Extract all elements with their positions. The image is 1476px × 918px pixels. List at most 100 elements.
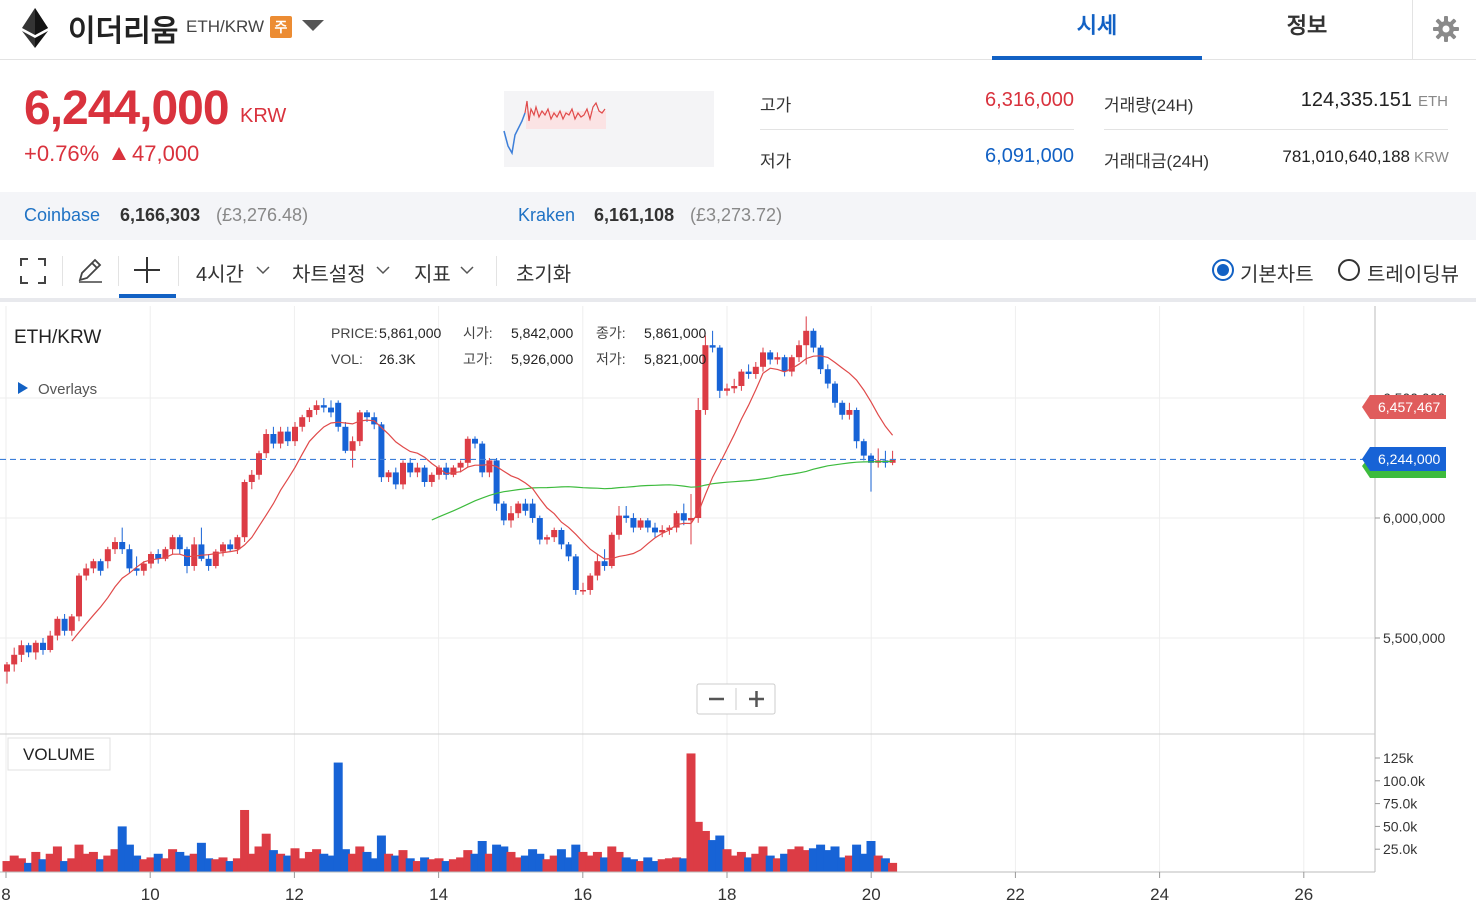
volume-bar: [38, 859, 48, 872]
price-tick-label: 6,000,000: [1383, 510, 1445, 526]
candle-body: [140, 563, 147, 571]
volume-bar: [686, 753, 696, 872]
time-tick-label: 8: [1, 885, 10, 904]
active-tool-indicator: [119, 294, 176, 298]
candle-body: [378, 424, 385, 478]
tab-info[interactable]: 정보: [1286, 13, 1328, 38]
volume-bar: [254, 846, 264, 872]
chart-symbol: ETH/KRW: [14, 327, 101, 348]
candle-body: [428, 474, 435, 482]
candle-body: [457, 462, 464, 468]
time-tick-label: 20: [862, 885, 881, 904]
volume-bar: [657, 859, 667, 872]
volume-value: 124,335.151: [1300, 89, 1412, 111]
pencil-icon[interactable]: [76, 256, 104, 284]
candle-body: [443, 467, 450, 475]
exchange-price: 6,161,108: [594, 205, 675, 225]
volume-bar: [81, 853, 91, 872]
candle-body: [277, 431, 284, 444]
trade-value: 781,010,640,188: [1282, 147, 1410, 166]
candle-body: [436, 467, 442, 475]
price-label: PRICE:: [331, 325, 378, 341]
candle-body: [342, 426, 349, 451]
volume-bar: [556, 849, 566, 872]
candle-body: [392, 472, 399, 485]
indicators-dropdown[interactable]: 지표: [414, 264, 451, 286]
tradingview-label[interactable]: 트레이딩뷰: [1367, 264, 1459, 286]
low-label: 저가:: [596, 351, 626, 367]
candle-body: [220, 544, 226, 552]
candle-body: [630, 518, 637, 528]
current-price-unit: KRW: [240, 105, 287, 127]
time-tick-label: 22: [1006, 885, 1025, 904]
interval-dropdown[interactable]: 4시간: [196, 264, 244, 286]
reset-button[interactable]: 초기화: [516, 264, 572, 286]
high-value: 5,926,000: [511, 351, 573, 367]
volume-bars: [2, 753, 898, 872]
chevron-down-icon[interactable]: [302, 18, 324, 32]
volume-bar: [758, 846, 768, 872]
candle-body: [587, 575, 594, 590]
exchange-prices: Coinbase 6,166,303 (£3,276.48) Kraken 6,…: [0, 192, 1476, 240]
candle-body: [536, 518, 543, 540]
overlays-toggle[interactable]: Overlays: [38, 381, 97, 398]
overlays-toggle-icon[interactable]: [18, 382, 28, 394]
candle-body: [126, 549, 133, 569]
fullscreen-icon[interactable]: [20, 258, 46, 284]
candle-body: [320, 405, 327, 408]
volume-bar: [470, 853, 480, 872]
candle-body: [176, 537, 183, 550]
exchange-name[interactable]: Coinbase: [24, 205, 101, 225]
volume-bar: [232, 858, 242, 872]
volume-bar: [60, 861, 70, 872]
candle-body: [860, 441, 867, 456]
volume-bar: [751, 853, 761, 872]
trade-value-label: 거래대금(24H): [1104, 152, 1210, 171]
candle-body: [284, 431, 291, 442]
settings-button[interactable]: [1412, 0, 1476, 60]
candle-body: [623, 515, 630, 518]
candle-body: [385, 472, 392, 478]
volume-bar: [16, 858, 26, 872]
candle-body: [248, 474, 255, 482]
ma-long-line: [431, 460, 893, 521]
volume-bar: [88, 851, 98, 872]
tradingview-radio[interactable]: [1338, 259, 1360, 281]
volume-bar: [700, 830, 710, 872]
candle-body: [184, 549, 190, 566]
time-axis: 8 10 12 14 16 18 20 22 24 26: [1, 872, 1313, 904]
volume-tick-label: 100.0k: [1383, 773, 1426, 789]
tab-price[interactable]: 시세: [992, 0, 1202, 60]
basic-chart-label[interactable]: 기본차트: [1240, 264, 1314, 286]
price-value: 5,861,000: [379, 325, 441, 341]
volume-tick-label: 125k: [1383, 750, 1414, 766]
volume-bar: [434, 858, 444, 872]
candle-body: [673, 513, 680, 528]
candle-body: [558, 530, 565, 545]
volume-bar: [844, 855, 854, 872]
volume-bar: [607, 846, 617, 872]
candle-body: [486, 460, 493, 473]
volume-bar: [160, 858, 170, 872]
volume-bar: [816, 844, 826, 872]
chart-settings-dropdown[interactable]: 차트설정: [292, 264, 366, 286]
exchange-name[interactable]: Kraken: [518, 205, 576, 225]
candle-body: [508, 513, 514, 521]
volume-bar: [261, 833, 271, 872]
change-rate: +0.76%: [24, 141, 100, 166]
volume-bar: [708, 840, 718, 872]
volume-bar: [600, 857, 610, 872]
crosshair-icon[interactable]: [133, 256, 161, 284]
candle-body: [256, 453, 262, 475]
volume-bar: [794, 846, 804, 872]
trade-value-unit: KRW: [1414, 149, 1449, 166]
candle-body: [68, 616, 75, 631]
volume-bar: [369, 858, 379, 872]
candle-body: [11, 654, 18, 665]
basic-chart-radio[interactable]: [1212, 259, 1234, 281]
low-label: 저가: [760, 152, 792, 171]
candle-body: [500, 503, 507, 521]
candle-body: [616, 515, 622, 535]
candle-body: [522, 503, 529, 511]
